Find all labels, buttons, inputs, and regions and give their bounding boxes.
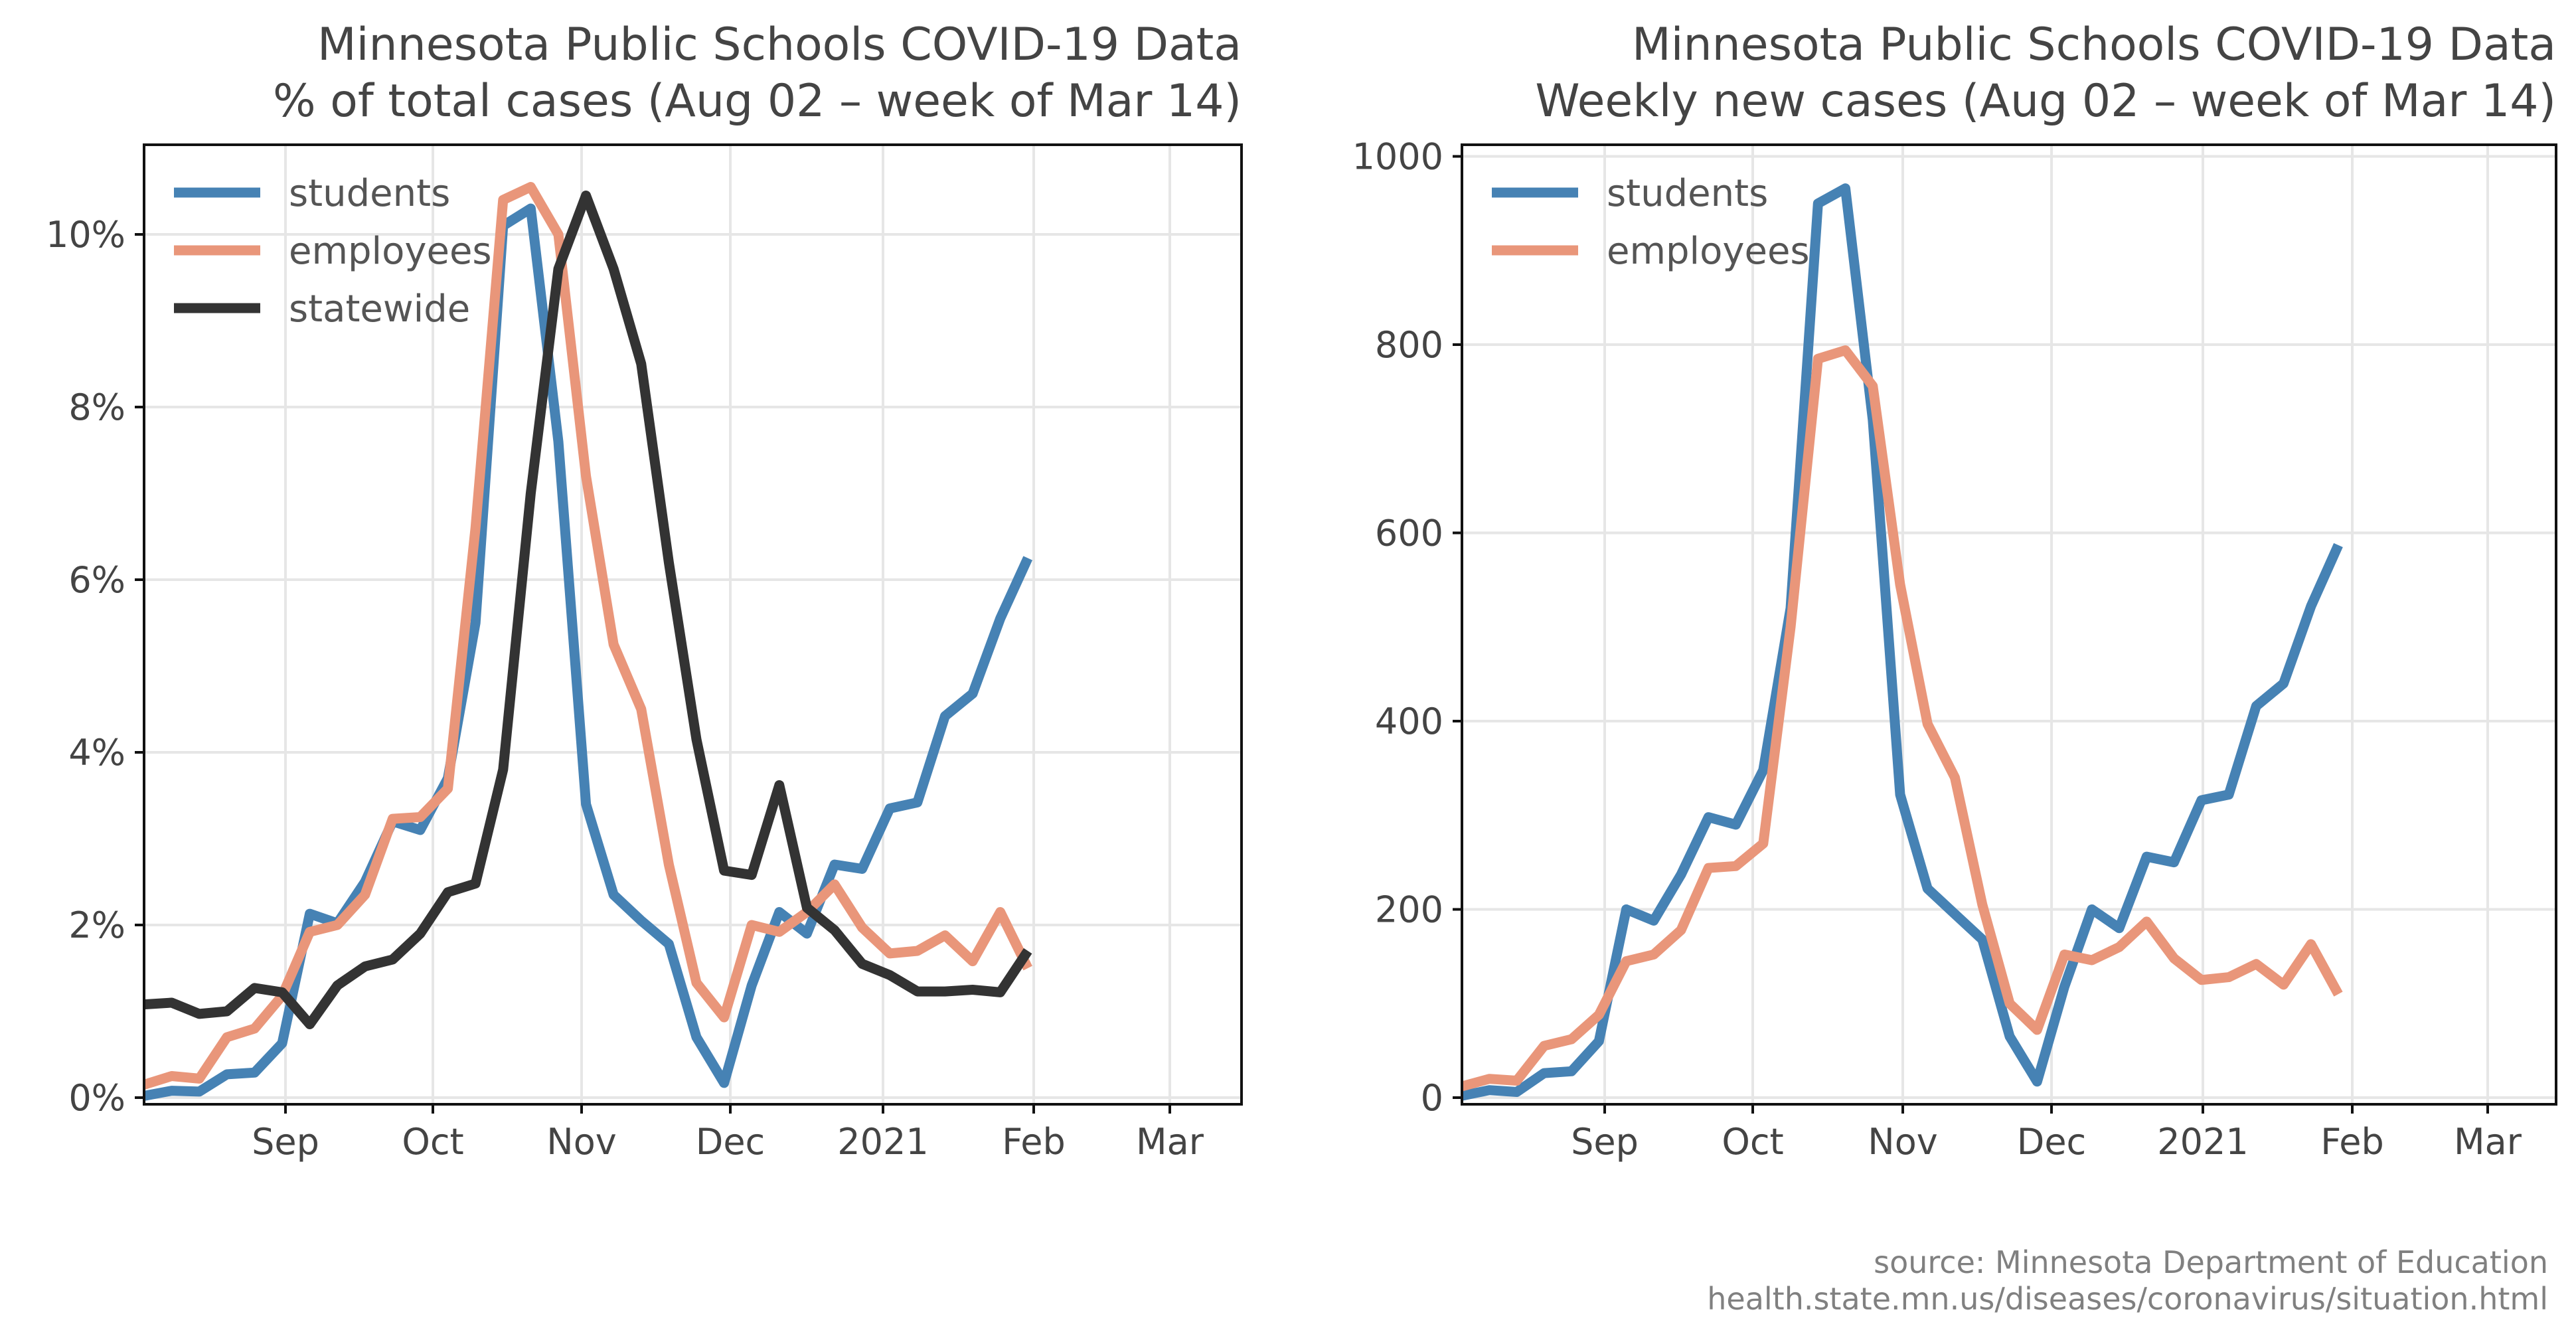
y-tick-label: 6% (68, 559, 125, 601)
x-tick-label: Mar (1136, 1121, 1204, 1163)
x-tick-label: Feb (2320, 1121, 2384, 1163)
chart-title-line1: Minnesota Public Schools COVID-19 Data (1632, 19, 2556, 71)
weekly-cases-chart: Minnesota Public Schools COVID-19 Data W… (1352, 19, 2557, 1163)
y-tick-label: 4% (68, 732, 125, 774)
x-tick-label: Dec (696, 1121, 765, 1163)
y-tick-label: 10% (46, 214, 125, 256)
series-line-employees (1462, 345, 2343, 1092)
legend: students employees statewide (174, 172, 492, 331)
series-line-employees (144, 182, 1032, 1090)
x-tick-label: Mar (2454, 1121, 2522, 1163)
chart-title-line2: % of total cases (Aug 02 – week of Mar 1… (273, 75, 1242, 127)
y-tick-label: 2% (68, 904, 125, 946)
y-tick-label: 0% (68, 1077, 125, 1119)
y-tick-label: 1000 (1352, 136, 1443, 178)
y-tick-label: 8% (68, 386, 125, 428)
x-tick-label: Nov (546, 1121, 616, 1163)
legend-label-employees: employees (1607, 230, 1810, 273)
chart-title-line1: Minnesota Public Schools COVID-19 Data (317, 19, 1242, 71)
y-tick-label: 800 (1375, 324, 1443, 366)
legend-label-statewide: statewide (289, 288, 470, 331)
y-tick-label: 600 (1375, 513, 1443, 554)
x-tick-label: 2021 (837, 1121, 928, 1163)
x-tick-label: Nov (1868, 1121, 1937, 1163)
series-line-statewide (144, 191, 1032, 1029)
series-line-students (1462, 183, 2343, 1101)
grid (144, 145, 1242, 1104)
y-tick-label: 200 (1375, 889, 1443, 931)
x-tick-label: 2021 (2157, 1121, 2248, 1163)
source-line-1: source: Minnesota Department of Educatio… (1874, 1244, 2548, 1280)
legend-label-employees: employees (289, 230, 492, 273)
x-tick-label: Oct (1722, 1121, 1783, 1163)
plot-frame (1461, 143, 2557, 1106)
grid (1462, 145, 2556, 1104)
chart-title-line2: Weekly new cases (Aug 02 – week of Mar 1… (1535, 75, 2556, 127)
plot-frame (143, 143, 1243, 1106)
series-lines (1462, 183, 2343, 1101)
x-tick-label: Feb (1002, 1121, 1066, 1163)
y-tick-label: 400 (1375, 701, 1443, 742)
legend: students employees (1492, 172, 1810, 273)
x-tick-label: Oct (402, 1121, 463, 1163)
axes: 0% 2% 4% 6% 8% 10% Sep Oct Nov Dec 2021 Feb Mar (46, 214, 1204, 1163)
x-tick-label: Sep (1571, 1121, 1639, 1163)
percent-cases-chart: Minnesota Public Schools COVID-19 Data %… (46, 19, 1243, 1163)
axes: 0 200 400 600 800 1000 Sep Oct Nov Dec 2021 Feb Mar (1352, 136, 2522, 1163)
legend-label-students: students (289, 172, 450, 215)
legend-label-students: students (1607, 172, 1768, 215)
source-line-2: health.state.mn.us/diseases/coronavirus/… (1707, 1281, 2548, 1317)
series-line-students (144, 203, 1033, 1101)
x-tick-label: Dec (2017, 1121, 2087, 1163)
series-lines (144, 182, 1033, 1101)
x-tick-label: Sep (252, 1121, 319, 1163)
y-tick-label: 0 (1421, 1077, 1443, 1119)
